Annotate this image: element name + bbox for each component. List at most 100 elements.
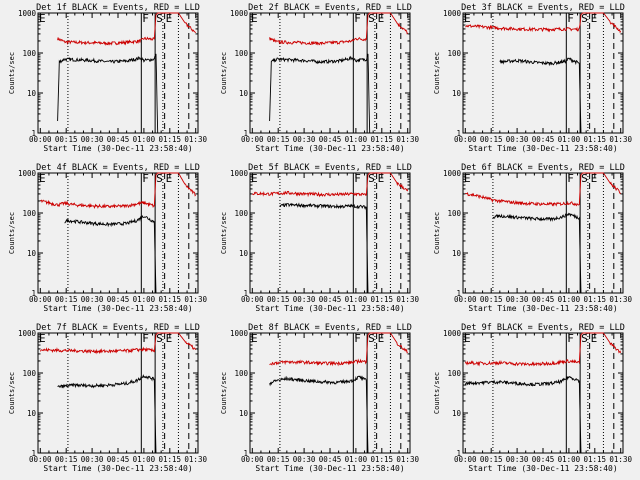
y-axis-label: Counts/sec — [8, 372, 16, 414]
event-marker-label: F — [354, 332, 361, 345]
x-tick-label: 01:15 — [584, 295, 607, 304]
plot-frame — [249, 332, 411, 454]
events-series-line — [57, 374, 157, 454]
x-tick-label: 01:15 — [159, 455, 182, 464]
x-tick-label: 01:30 — [609, 455, 632, 464]
events-series-line — [499, 57, 582, 134]
panel-title: Det 4f BLACK = Events, RED = LLD — [36, 163, 200, 173]
y-tick-label: 1000 — [230, 329, 249, 338]
event-marker-label: F — [567, 172, 574, 185]
plot-frame — [462, 172, 624, 294]
events-series-line — [64, 214, 157, 294]
x-tick-label: 01:00 — [133, 295, 156, 304]
event-marker-label: E — [39, 332, 46, 345]
x-tick-label: 00:15 — [480, 455, 503, 464]
event-marker-label: E — [591, 12, 598, 25]
event-marker-label: E — [166, 172, 173, 185]
y-tick-label: 10 — [239, 249, 249, 258]
event-marker-label: S — [368, 332, 375, 345]
y-tick-label: 1 — [243, 129, 248, 138]
panel-4: Det 4f BLACK = Events, RED = LLD 1 10 100 10… — [8, 163, 207, 313]
lld-series-line — [465, 172, 622, 207]
y-tick-label: 1 — [31, 129, 36, 138]
x-tick-label: 01:00 — [133, 135, 156, 144]
x-tick-label: 01:15 — [371, 295, 394, 304]
x-tick-label: 01:00 — [345, 455, 368, 464]
event-marker-label: E — [591, 172, 598, 185]
x-tick-label: 00:30 — [506, 295, 529, 304]
y-axis-label: Counts/sec — [433, 52, 441, 94]
y-tick-label: 1000 — [18, 9, 37, 18]
x-axis-label: Start Time (30-Dec-11 23:58:40) — [255, 144, 404, 153]
event-marker-label: E — [464, 332, 471, 345]
x-tick-label: 00:00 — [241, 295, 264, 304]
y-tick-label: 1000 — [443, 169, 462, 178]
y-tick-label: 1 — [456, 449, 461, 458]
y-axis-label: Counts/sec — [220, 212, 228, 254]
x-tick-label: 01:30 — [609, 135, 632, 144]
x-tick-label: 00:15 — [55, 135, 78, 144]
x-tick-label: 00:15 — [267, 135, 290, 144]
x-tick-label: 00:45 — [532, 455, 555, 464]
lld-series-line — [57, 12, 197, 46]
event-marker-label: E — [464, 12, 471, 25]
y-tick-label: 100 — [234, 209, 248, 218]
x-axis-label: Start Time (30-Dec-11 23:58:40) — [468, 304, 617, 313]
event-marker-label: E — [166, 12, 173, 25]
x-tick-label: 01:15 — [584, 135, 607, 144]
plot-frame — [249, 172, 411, 294]
y-tick-label: 1000 — [443, 9, 462, 18]
y-axis-label: Counts/sec — [220, 52, 228, 94]
event-marker-label: F — [142, 332, 149, 345]
y-tick-label: 1000 — [230, 9, 249, 18]
y-axis-label: Counts/sec — [433, 212, 441, 254]
events-series-line — [269, 53, 371, 134]
x-tick-label: 00:15 — [480, 295, 503, 304]
x-axis-label: Start Time (30-Dec-11 23:58:40) — [43, 304, 192, 313]
x-tick-label: 00:00 — [454, 135, 477, 144]
events-series-line — [269, 375, 369, 454]
y-tick-label: 10 — [27, 89, 37, 98]
y-tick-label: 100 — [22, 369, 36, 378]
panel-title: Det 2f BLACK = Events, RED = LLD — [248, 3, 412, 13]
event-marker-label: S — [156, 172, 163, 185]
x-axis-label: Start Time (30-Dec-11 23:58:40) — [468, 464, 617, 473]
y-axis-label: Counts/sec — [220, 372, 228, 414]
x-tick-label: 00:45 — [319, 295, 342, 304]
event-marker-label: S — [581, 332, 588, 345]
event-marker-label: F — [142, 12, 149, 25]
panel-8: Det 8f BLACK = Events, RED = LLD 1 10 100 10… — [220, 323, 419, 473]
event-marker-label: S — [368, 172, 375, 185]
plot-frame — [462, 12, 624, 134]
panel-title: Det 6f BLACK = Events, RED = LLD — [461, 163, 625, 173]
plot-frame — [37, 12, 199, 134]
panel-3: Det 3f BLACK = Events, RED = LLD 1 10 100 10… — [433, 3, 632, 153]
x-tick-label: 01:00 — [345, 295, 368, 304]
x-tick-label: 01:30 — [396, 135, 419, 144]
event-marker-label: E — [251, 332, 258, 345]
x-tick-label: 00:30 — [293, 135, 316, 144]
panel-title: Det 1f BLACK = Events, RED = LLD — [36, 3, 200, 13]
events-series-line — [492, 212, 582, 294]
y-tick-label: 1000 — [230, 169, 249, 178]
y-tick-label: 100 — [22, 209, 36, 218]
x-tick-label: 00:30 — [81, 295, 104, 304]
event-marker-label: F — [567, 12, 574, 25]
lld-series-line — [251, 172, 409, 198]
lld-series-line — [269, 332, 408, 367]
x-tick-label: 01:00 — [558, 135, 581, 144]
x-tick-label: 00:15 — [55, 295, 78, 304]
x-tick-label: 00:30 — [81, 455, 104, 464]
event-marker-label: E — [166, 332, 173, 345]
x-tick-label: 00:00 — [241, 455, 264, 464]
y-tick-label: 10 — [27, 249, 37, 258]
x-tick-label: 01:00 — [558, 295, 581, 304]
x-axis-label: Start Time (30-Dec-11 23:58:40) — [255, 304, 404, 313]
x-tick-label: 00:45 — [107, 455, 130, 464]
y-tick-label: 10 — [452, 409, 462, 418]
lld-series-line — [40, 172, 196, 209]
y-tick-label: 100 — [447, 49, 461, 58]
event-marker-label: E — [378, 172, 385, 185]
event-marker-label: F — [354, 172, 361, 185]
panel-7: Det 7f BLACK = Events, RED = LLD 1 10 100 10… — [8, 323, 207, 473]
